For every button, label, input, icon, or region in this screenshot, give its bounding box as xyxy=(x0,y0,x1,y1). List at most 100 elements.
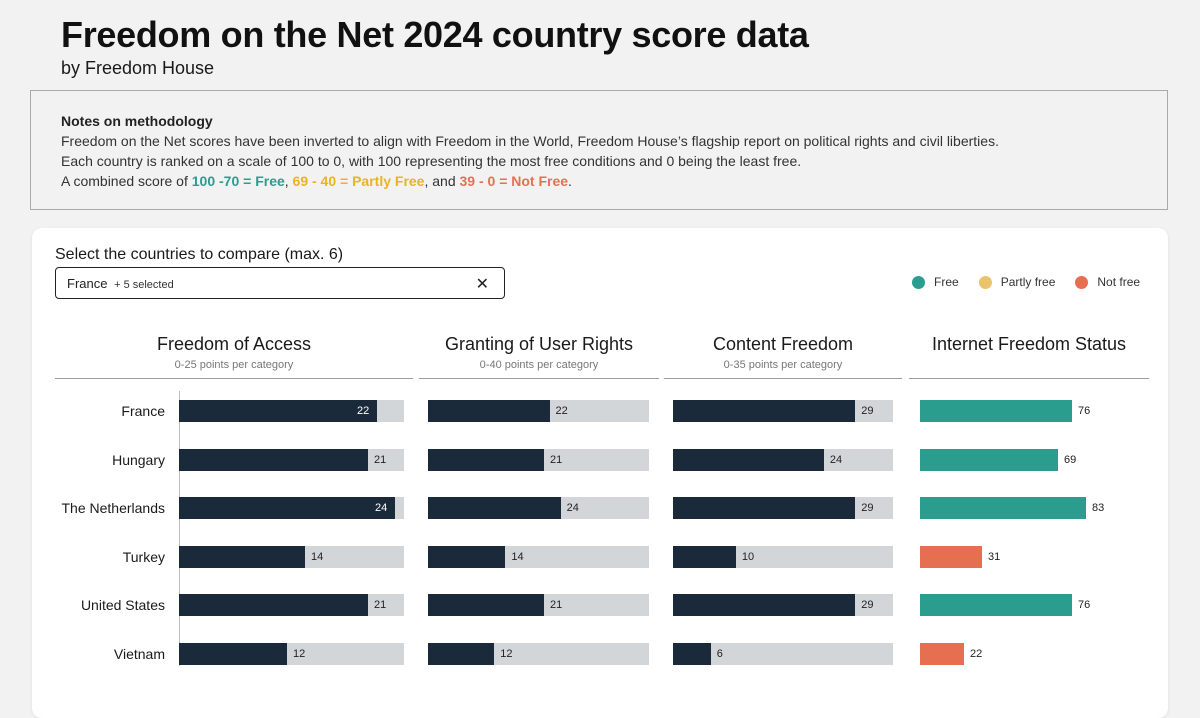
country-label-united-states: United States xyxy=(80,597,165,613)
legend-item-partly-free: Partly free xyxy=(978,275,1056,289)
country-label-the-netherlands: The Netherlands xyxy=(61,500,165,516)
bar-0-vietnam[interactable] xyxy=(179,642,287,665)
notes-sep-1: , xyxy=(284,173,293,189)
col-rule-status xyxy=(909,378,1149,379)
legend-item-not-free: Not free xyxy=(1075,275,1140,289)
bar-label-1-the-netherlands: 24 xyxy=(566,502,579,514)
bar-1-france[interactable] xyxy=(428,400,550,422)
notes-line-1: Freedom on the Net scores have been inve… xyxy=(61,133,999,149)
legend-partly-free-dot xyxy=(978,275,992,289)
legend-partly-free-label: Partly free xyxy=(1000,275,1056,289)
bar-2-united-states[interactable] xyxy=(673,594,856,616)
status-bar-vietnam[interactable] xyxy=(920,642,964,665)
partly-free-range: 69 - 40 = Partly Free xyxy=(292,173,425,189)
col-subtitle-content: 0-35 points per category xyxy=(723,359,843,371)
status-label-turkey: 31 xyxy=(988,550,1001,563)
country-label-turkey: Turkey xyxy=(122,548,165,565)
page-title: Freedom on the Net 2024 country score da… xyxy=(61,14,809,55)
notes-line-3-prefix: A combined score of xyxy=(61,173,192,189)
bar-label-0-hungary: 21 xyxy=(374,453,387,466)
legend-not-free-label: Not free xyxy=(1097,275,1141,289)
free-range: 100 -70 = Free xyxy=(191,173,285,189)
bar-2-hungary[interactable] xyxy=(673,448,824,471)
col-rule-content xyxy=(664,378,902,379)
bar-1-united-states[interactable] xyxy=(428,594,545,616)
bar-2-turkey[interactable] xyxy=(673,545,736,568)
bar-label-2-vietnam: 6 xyxy=(716,647,723,660)
clear-selection-icon[interactable]: ✕ xyxy=(475,276,489,293)
bar-label-0-the-netherlands: 24 xyxy=(375,502,388,514)
notes-line-2: Each country is ranked on a scale of 100… xyxy=(61,153,802,169)
chart-panel: Select the countries to compare (max. 6)… xyxy=(32,228,1168,718)
col-title-access: Freedom of Access xyxy=(156,334,312,354)
bar-1-the-netherlands[interactable] xyxy=(428,497,561,519)
status-label-united-states: 76 xyxy=(1078,599,1091,611)
bar-label-2-turkey: 10 xyxy=(741,550,755,563)
not-free-range: 39 - 0 = Not Free xyxy=(459,173,569,189)
bar-1-vietnam[interactable] xyxy=(428,642,495,665)
col-title-status: Internet Freedom Status xyxy=(931,334,1127,354)
bar-0-france[interactable] xyxy=(179,400,377,422)
status-label-hungary: 69 xyxy=(1064,453,1077,466)
bar-2-france[interactable] xyxy=(673,400,856,422)
bar-label-1-united-states: 21 xyxy=(550,599,563,611)
bar-label-0-united-states: 21 xyxy=(374,599,387,611)
bar-1-turkey[interactable] xyxy=(428,545,506,568)
col-subtitle-user-rights: 0-40 points per category xyxy=(479,359,599,371)
col-rule-access xyxy=(55,378,413,379)
bar-0-the-netherlands[interactable] xyxy=(179,497,395,519)
bar-track-2-vietnam xyxy=(673,642,893,665)
bar-0-hungary[interactable] xyxy=(179,448,368,471)
legend-not-free-dot xyxy=(1075,275,1089,289)
bar-label-2-united-states: 29 xyxy=(861,599,874,611)
status-bar-turkey[interactable] xyxy=(920,545,982,568)
col-rule-user-rights xyxy=(419,378,659,379)
page-subtitle: by Freedom House xyxy=(61,58,215,78)
notes-end: . xyxy=(568,173,572,189)
legend-free-dot xyxy=(912,275,925,289)
notes-heading: Notes on methodology xyxy=(61,113,213,129)
bar-label-1-turkey: 14 xyxy=(511,550,524,563)
status-bar-united-states[interactable] xyxy=(920,594,1072,616)
bar-label-1-vietnam: 12 xyxy=(500,647,513,660)
country-label-vietnam: Vietnam xyxy=(113,645,165,662)
col-head-content: Content Freedom 0-35 points per category xyxy=(664,334,902,371)
bar-label-0-vietnam: 12 xyxy=(293,647,306,660)
bar-0-turkey[interactable] xyxy=(179,545,305,568)
legend-item-free: Free xyxy=(912,275,959,289)
bar-2-the-netherlands[interactable] xyxy=(673,497,856,519)
legend-free-label: Free xyxy=(934,275,959,289)
bar-0-united-states[interactable] xyxy=(179,594,368,616)
selected-country: France xyxy=(67,276,108,291)
methodology-notes: Notes on methodology Freedom on the Net … xyxy=(30,90,1168,210)
notes-sep-2: , and xyxy=(424,173,460,189)
col-head-status: Internet Freedom Status xyxy=(909,334,1149,355)
status-label-the-netherlands: 83 xyxy=(1092,502,1105,514)
country-label-france: France xyxy=(121,403,165,419)
country-select[interactable]: France + 5 selected ✕ xyxy=(55,267,505,299)
status-bar-france[interactable] xyxy=(920,400,1072,422)
col-head-access: Freedom of Access 0-25 points per catego… xyxy=(55,334,413,371)
country-select-label: Select the countries to compare (max. 6) xyxy=(55,246,344,263)
bar-label-0-france: 22 xyxy=(357,405,370,417)
notes-line-3: A combined score of 100 -70 = Free, 69 -… xyxy=(61,171,1137,191)
bar-label-1-hungary: 21 xyxy=(550,453,563,466)
bar-label-2-france: 29 xyxy=(861,405,874,417)
col-head-user-rights: Granting of User Rights 0-40 points per … xyxy=(419,334,659,371)
country-select-value: France + 5 selected xyxy=(67,276,174,291)
status-bar-hungary[interactable] xyxy=(920,448,1058,471)
status-label-france: 76 xyxy=(1078,405,1091,417)
status-label-vietnam: 22 xyxy=(970,647,983,660)
bar-label-1-france: 22 xyxy=(555,405,568,417)
col-subtitle-access: 0-25 points per category xyxy=(174,359,294,371)
country-axis-line xyxy=(179,391,180,666)
selected-count: + 5 selected xyxy=(114,279,174,291)
bar-2-vietnam[interactable] xyxy=(673,642,711,665)
bar-label-2-the-netherlands: 29 xyxy=(861,502,874,514)
bar-1-hungary[interactable] xyxy=(428,448,545,471)
country-label-hungary: Hungary xyxy=(112,451,165,468)
bar-label-0-turkey: 14 xyxy=(311,550,324,563)
bar-label-2-hungary: 24 xyxy=(829,453,843,466)
status-bar-the-netherlands[interactable] xyxy=(920,497,1086,519)
legend: Free Partly free Not free xyxy=(912,275,1160,289)
